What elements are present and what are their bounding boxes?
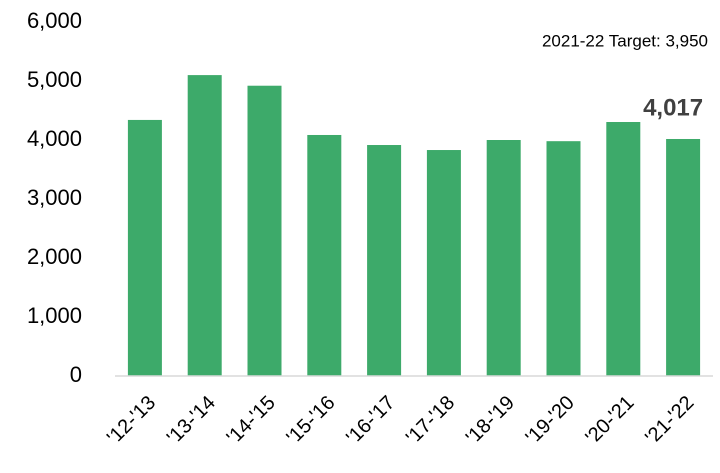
x-tick-label: '16-'17 xyxy=(342,392,399,449)
bar xyxy=(606,122,641,376)
bar xyxy=(546,141,581,376)
bar xyxy=(307,134,342,376)
bar xyxy=(247,85,282,376)
x-tick-label: '18-'19 xyxy=(462,392,519,449)
x-tick-label: '19-'20 xyxy=(522,392,579,449)
x-tick-label: '15-'16 xyxy=(282,392,339,449)
x-tick-label: '20-'21 xyxy=(581,392,638,449)
x-tick-label: '14-'15 xyxy=(223,392,280,449)
y-tick-label: 0 xyxy=(70,362,82,387)
y-tick-label: 1,000 xyxy=(27,303,82,328)
target-annotation: 2021-22 Target: 3,950 xyxy=(542,31,708,50)
x-tick-label: '17-'18 xyxy=(402,392,459,449)
y-tick-label: 2,000 xyxy=(27,244,82,269)
bar xyxy=(187,75,222,376)
x-tick-label: '13-'14 xyxy=(163,392,220,449)
bar xyxy=(486,140,521,376)
bar xyxy=(367,145,402,376)
value-label: 4,017 xyxy=(643,94,703,121)
y-tick-label: 5,000 xyxy=(27,67,82,92)
bar xyxy=(127,119,162,376)
y-tick-label: 6,000 xyxy=(27,8,82,33)
bar xyxy=(666,138,701,376)
bar xyxy=(426,150,461,376)
x-tick-label: '12-'13 xyxy=(103,392,160,449)
y-tick-label: 4,000 xyxy=(27,126,82,151)
x-tick-label: '21-'22 xyxy=(641,392,698,449)
y-tick-label: 3,000 xyxy=(27,185,82,210)
